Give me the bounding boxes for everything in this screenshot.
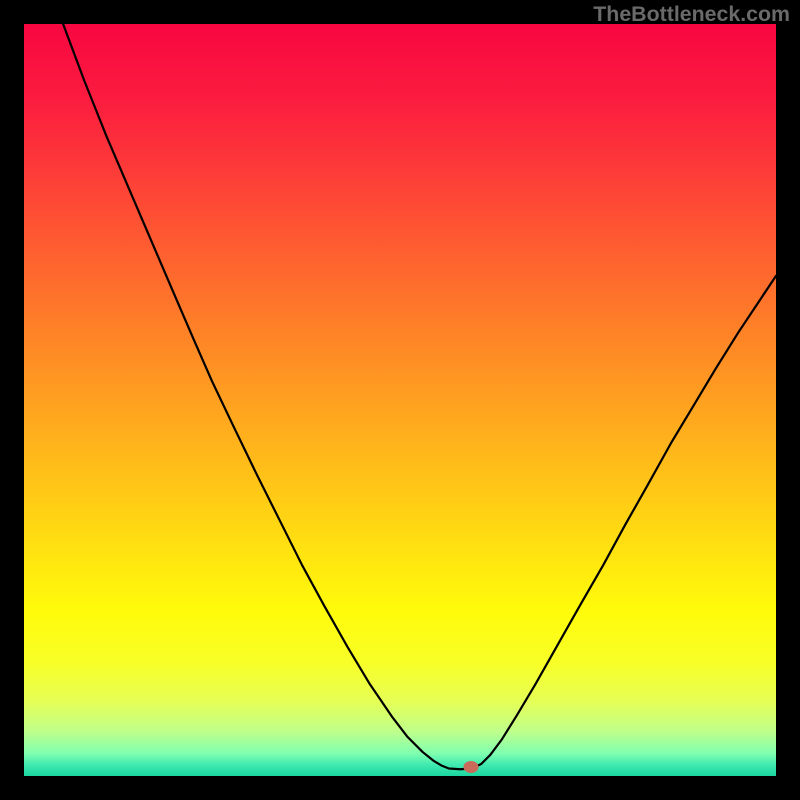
chart-area xyxy=(0,0,800,800)
watermark-text: TheBottleneck.com xyxy=(593,2,790,27)
chart-container: TheBottleneck.com xyxy=(0,0,800,800)
chart-border xyxy=(0,0,800,800)
